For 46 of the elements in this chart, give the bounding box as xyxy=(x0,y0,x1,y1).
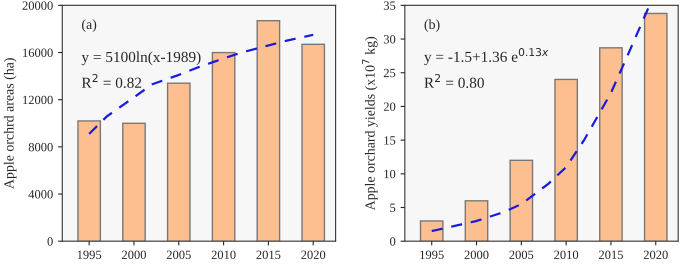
bar xyxy=(256,20,280,242)
y-tick-label: 12000 xyxy=(23,96,53,104)
bar xyxy=(509,160,534,242)
bar xyxy=(212,52,236,242)
y-axis-title: Apple orchrd areas (ha) xyxy=(4,58,16,189)
x-tick-label: 2020 xyxy=(301,250,326,260)
annotation: (b) xyxy=(424,19,440,32)
annotation: y = -1.5+1.36 e$^{0.13x}$ xyxy=(424,48,548,66)
bar xyxy=(554,78,578,242)
y-tick-label: 8000 xyxy=(28,142,53,152)
y-tick-label: 4000 xyxy=(28,190,53,198)
y-tick-label: 16000 xyxy=(23,48,53,57)
y-tick-label: 0 xyxy=(47,237,53,246)
y-tick-label: 20 xyxy=(384,102,396,111)
bar xyxy=(166,82,191,242)
x-tick-label: 2005 xyxy=(166,250,191,260)
y-tick-label: 5 xyxy=(390,204,396,212)
annotation: R$^{2}$ = 0.80 xyxy=(424,74,484,88)
x-tick-label: 2000 xyxy=(464,250,489,260)
annotation: y = 5100ln(x-1989) xyxy=(82,51,201,66)
x-tick-label: 1995 xyxy=(420,250,444,260)
annotation: (a) xyxy=(82,19,96,32)
annotation: R$^{2}$ = 0.82 xyxy=(82,74,142,88)
x-tick-label: 2000 xyxy=(122,250,146,260)
bar xyxy=(122,122,146,242)
y-tick-label: 20000 xyxy=(22,1,53,10)
y-tick-label: 0 xyxy=(390,237,396,246)
bar xyxy=(644,12,668,242)
x-tick-label: 2005 xyxy=(509,250,534,260)
x-tick-label: 2015 xyxy=(598,250,623,260)
y-tick-label: 10 xyxy=(384,170,396,178)
x-tick-label: 2010 xyxy=(554,250,578,260)
bar xyxy=(301,44,326,242)
y-tick-label: 25 xyxy=(384,68,396,78)
x-tick-label: 2015 xyxy=(256,250,280,260)
y-tick-label: 30 xyxy=(384,35,396,44)
y-axis-title: Apple orchard yields (x10$^{7}$ kg) xyxy=(362,36,378,210)
bar xyxy=(77,120,102,242)
x-tick-label: 1995 xyxy=(78,250,102,260)
x-tick-label: 2020 xyxy=(644,250,668,260)
bar xyxy=(599,47,623,242)
bar xyxy=(420,220,444,242)
y-tick-label: 15 xyxy=(384,136,396,145)
x-tick-label: 2010 xyxy=(212,250,236,260)
bar xyxy=(464,200,488,242)
y-tick-label: 35 xyxy=(384,1,396,10)
